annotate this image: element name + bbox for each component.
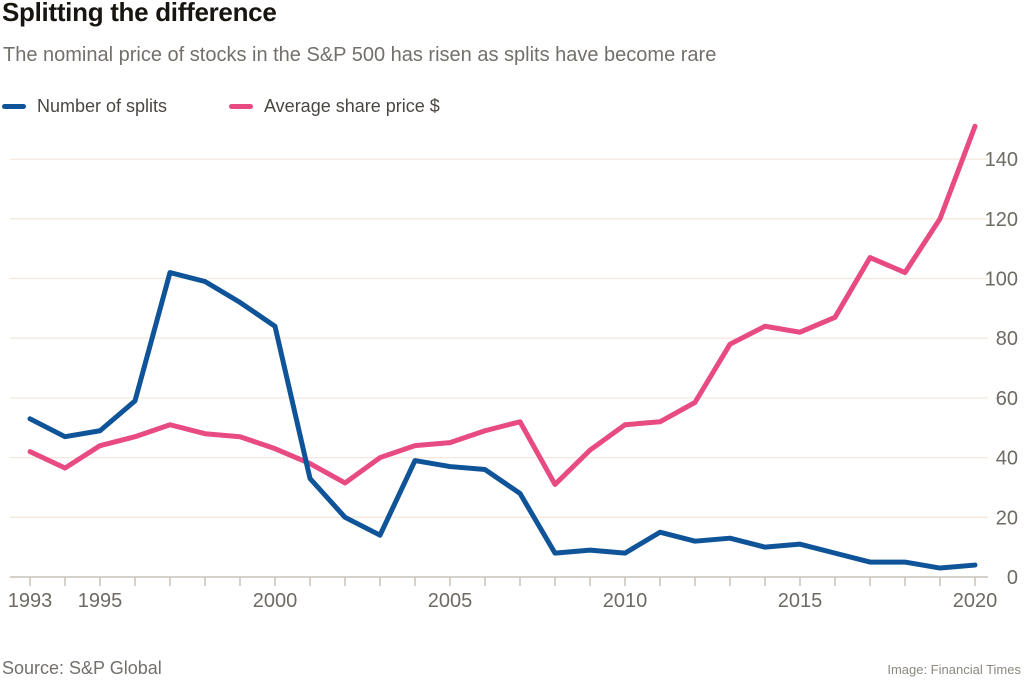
svg-text:2000: 2000 [253,590,298,612]
source-note: Source: S&P Global [2,658,162,678]
svg-text:2020: 2020 [953,590,998,612]
legend-label-splits: Number of splits [37,95,168,116]
price-line-swatch-icon [229,103,253,109]
svg-text:0: 0 [1007,567,1018,589]
svg-text:140: 140 [985,149,1018,171]
chart-subtitle: The nominal price of stocks in the S&P 5… [3,44,717,66]
chart-legend: Number of splits Average share price $ [2,94,1002,118]
splits-line-swatch-icon [2,103,26,109]
svg-text:1993: 1993 [8,590,53,612]
legend-item-price: Average share price $ [229,94,440,118]
svg-text:1995: 1995 [78,590,123,612]
chart-title: Splitting the difference [2,0,277,27]
svg-text:2010: 2010 [603,590,648,612]
svg-text:80: 80 [996,328,1018,350]
svg-text:20: 20 [996,507,1018,529]
image-credit: Image: Financial Times [887,662,1021,677]
svg-text:2005: 2005 [428,590,473,612]
legend-item-splits: Number of splits [2,94,167,118]
svg-text:100: 100 [985,269,1018,291]
svg-text:60: 60 [996,388,1018,410]
svg-text:120: 120 [985,209,1018,231]
svg-text:2015: 2015 [778,590,823,612]
legend-label-price: Average share price $ [264,95,440,116]
svg-text:40: 40 [996,448,1018,470]
